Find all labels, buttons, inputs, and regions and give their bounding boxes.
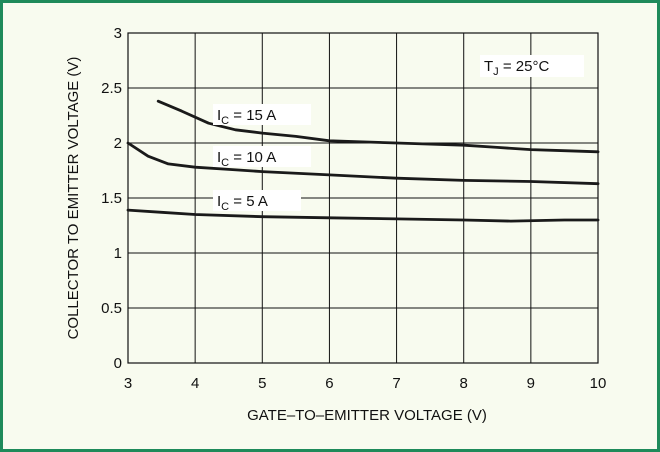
series-label: IC = 10 A <box>217 149 276 169</box>
series-label-background <box>213 190 301 211</box>
x-tick-label: 7 <box>392 375 400 392</box>
series-line <box>156 99 600 154</box>
y-tick-label: 2.5 <box>101 80 122 97</box>
series-label-background <box>213 104 311 125</box>
x-axis-title: GATE–TO–EMITTER VOLTAGE (V) <box>247 407 487 424</box>
series-line <box>126 208 600 223</box>
y-tick-label: 0 <box>114 355 122 372</box>
y-tick-label: 1 <box>114 245 122 262</box>
annotation-background <box>480 55 584 77</box>
y-tick-label: 2 <box>114 135 122 152</box>
x-tick-label: 10 <box>590 375 607 392</box>
x-tick-label: 5 <box>258 375 266 392</box>
x-tick-label: 3 <box>124 375 132 392</box>
y-tick-label: 0.5 <box>101 300 122 317</box>
grid <box>128 33 598 363</box>
series-label: IC = 15 A <box>217 107 276 127</box>
temperature-annotation: TJ = 25°C <box>484 58 549 78</box>
series-line <box>126 141 600 186</box>
x-tick-label: 8 <box>460 375 468 392</box>
y-tick-label: 1.5 <box>101 190 122 207</box>
x-tick-label: 6 <box>325 375 333 392</box>
series-label-background <box>213 146 311 167</box>
y-tick-label: 3 <box>114 25 122 42</box>
y-axis-title: COLLECTOR TO EMITTER VOLTAGE (V) <box>65 57 82 340</box>
series-label: IC = 5 A <box>217 193 268 213</box>
plot-area <box>127 32 599 364</box>
x-tick-label: 4 <box>191 375 199 392</box>
x-tick-label: 9 <box>527 375 535 392</box>
